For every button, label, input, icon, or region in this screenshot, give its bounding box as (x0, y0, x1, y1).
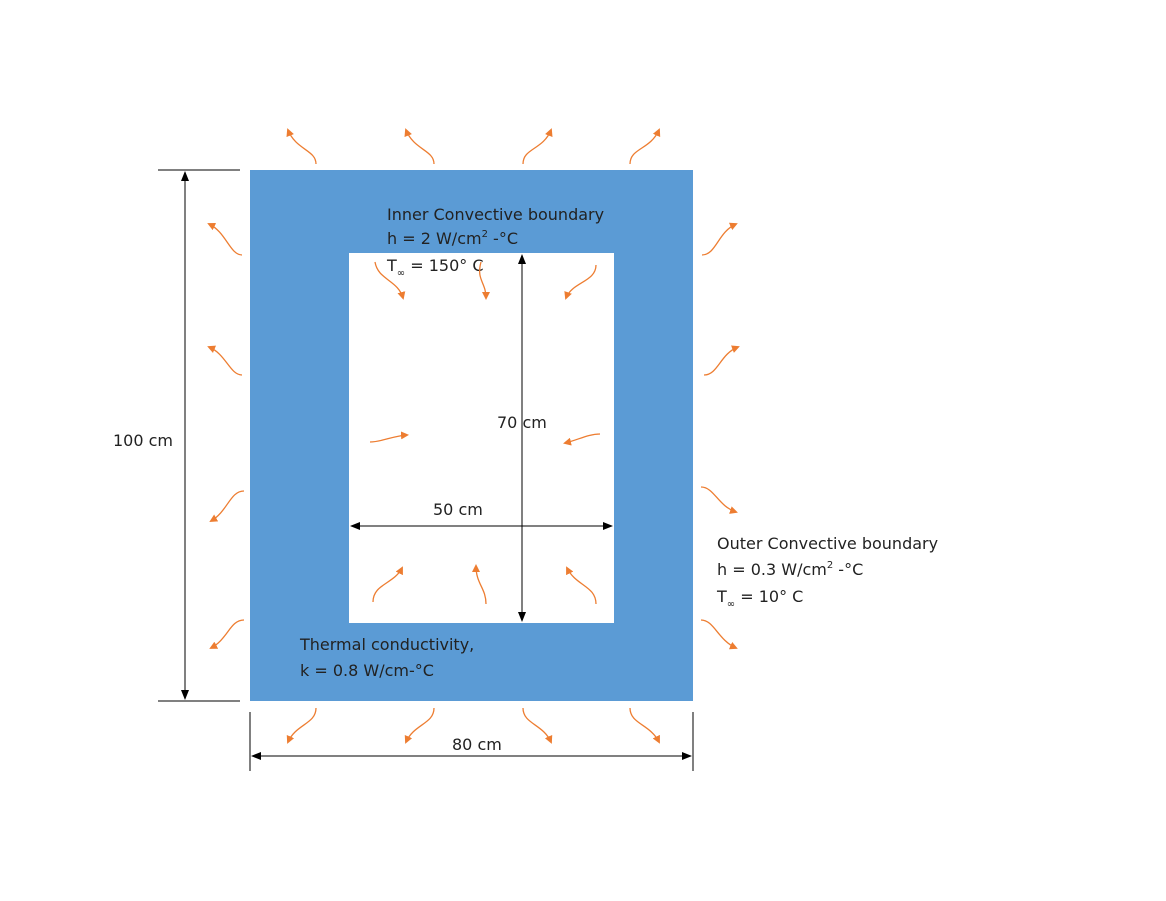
curved-arrow-icon (209, 490, 245, 523)
heat-flow-arrows (207, 128, 740, 744)
outer-height-label: 100 cm (113, 431, 173, 450)
curved-arrow-icon (522, 128, 553, 165)
conductivity-line-2: k = 0.8 W/cm-°C (300, 661, 434, 680)
curved-arrow-icon (404, 707, 435, 744)
curved-arrow-icon (700, 619, 738, 650)
curved-arrow-icon (701, 222, 738, 256)
inner-boundary-title: Inner Convective boundary (387, 205, 604, 224)
curved-arrow-icon (372, 566, 403, 603)
curved-arrow-icon (374, 261, 406, 300)
inner-height-label: 70 cm (497, 413, 547, 432)
curved-arrow-icon (286, 707, 317, 744)
curved-arrow-icon (566, 566, 597, 605)
curved-arrow-icon (703, 345, 740, 376)
outer-boundary-t: T∞ = 10° C (716, 587, 803, 610)
curved-arrow-icon (369, 431, 409, 443)
curved-arrow-icon (472, 564, 487, 605)
inner-boundary-t: T∞ = 150° C (386, 256, 484, 279)
curved-arrow-icon (629, 707, 660, 744)
outer-width-label: 80 cm (452, 735, 502, 754)
curved-arrow-icon (522, 707, 553, 744)
curved-arrow-icon (629, 128, 661, 165)
curved-arrow-icon (564, 264, 597, 300)
curved-arrow-icon (563, 433, 601, 446)
curved-arrow-icon (207, 222, 243, 256)
outer-boundary-title: Outer Convective boundary (717, 534, 938, 553)
curved-arrow-icon (286, 128, 317, 165)
curved-arrow-icon (209, 619, 245, 649)
curved-arrow-icon (479, 261, 490, 300)
inner-boundary-h: h = 2 W/cm2 -°C (387, 229, 518, 248)
outer-boundary-h: h = 0.3 W/cm2 -°C (717, 560, 863, 579)
outer-height-dimension (158, 169, 240, 702)
outer-width-dimension (249, 712, 694, 771)
inner-width-label: 50 cm (433, 500, 483, 519)
curved-arrow-icon (207, 345, 243, 376)
conductivity-line-1: Thermal conductivity, (299, 635, 474, 654)
curved-arrow-icon (404, 128, 435, 165)
curved-arrow-icon (700, 486, 738, 514)
